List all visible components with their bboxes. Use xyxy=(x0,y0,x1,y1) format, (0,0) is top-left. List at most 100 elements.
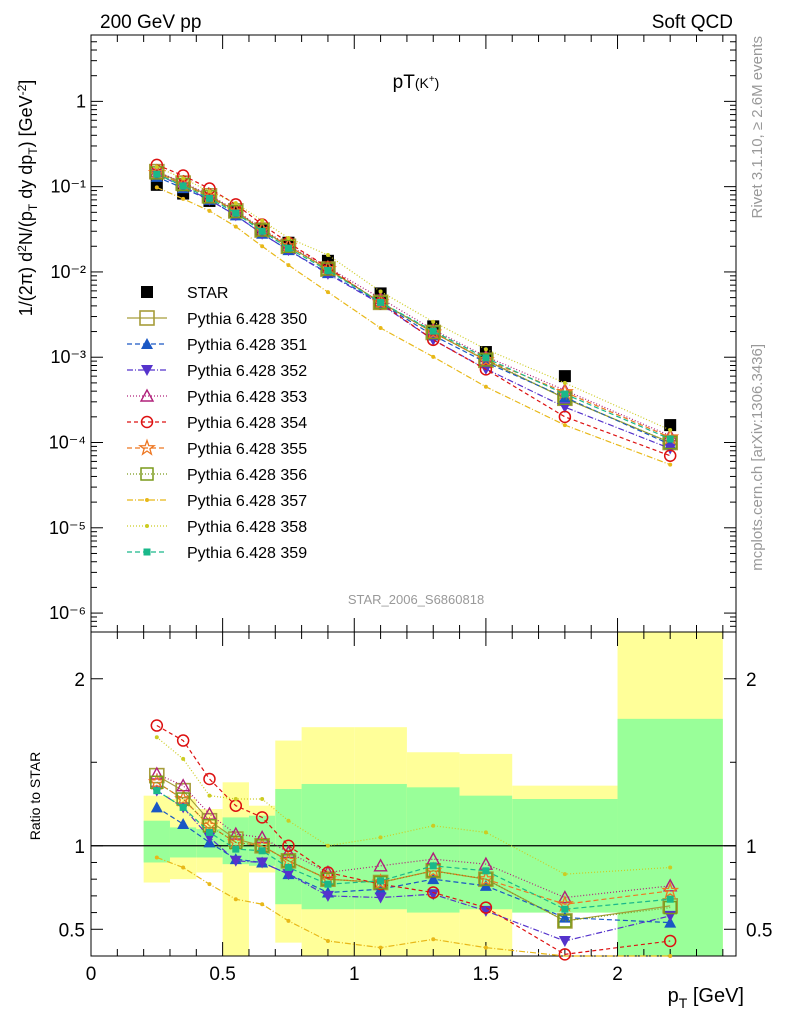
legend-label: Pythia 6.428 351 xyxy=(187,337,307,354)
marker xyxy=(324,266,332,274)
ratio-line xyxy=(156,790,671,942)
ratio-point xyxy=(233,797,238,802)
marker xyxy=(483,347,488,352)
side-label-mcplots: mcplots.cern.ch [arXiv:1306.3436] xyxy=(749,344,766,571)
axis-ticks: 10⁻⁶ 10⁻⁵ 10⁻⁴ 10⁻³ 10⁻² 10⁻¹ 1 0.5 0.5 1 1 2 2 0 0.5 1… xyxy=(49,34,772,985)
legend-marker xyxy=(139,388,155,402)
data-point xyxy=(207,189,212,194)
data-point xyxy=(260,218,265,223)
y-axis-label-ratio: Ratio to STAR xyxy=(27,752,43,840)
ratio-point xyxy=(483,830,488,835)
marker xyxy=(378,945,383,950)
marker xyxy=(145,524,149,528)
data-point xyxy=(154,164,159,169)
marker xyxy=(154,185,159,190)
ratio-point xyxy=(282,869,295,881)
data-point xyxy=(179,182,187,190)
marker xyxy=(260,218,265,223)
legend-marker xyxy=(141,365,153,376)
legend: STAR Pythia 6.428 350 Pythia 6.428 351 Pyth… xyxy=(127,285,307,562)
marker xyxy=(150,801,163,813)
data-point xyxy=(258,227,266,235)
marker xyxy=(668,865,673,870)
marker xyxy=(373,875,388,890)
ratio-point xyxy=(561,905,569,913)
y-tick-label-main: 10⁻⁴ xyxy=(49,433,86,453)
legend-entry: Pythia 6.428 350 xyxy=(127,310,307,328)
ratio-point xyxy=(177,818,190,830)
marker xyxy=(282,869,295,881)
data-series xyxy=(147,158,680,961)
ratio-point xyxy=(260,902,265,907)
marker xyxy=(255,223,269,237)
ratio-point xyxy=(179,803,187,811)
ratio-point xyxy=(203,772,216,786)
data-point xyxy=(281,239,296,254)
ratio-point xyxy=(482,867,490,875)
ratio-line xyxy=(156,856,671,957)
ratio-point xyxy=(286,818,291,823)
ratio-line xyxy=(156,806,671,924)
y-tick-label-main: 10⁻⁵ xyxy=(49,518,86,538)
data-point xyxy=(286,235,291,240)
marker xyxy=(207,793,212,798)
legend-marker xyxy=(141,286,153,298)
ratio-point xyxy=(181,756,186,761)
marker xyxy=(175,782,191,799)
axes-frame xyxy=(90,34,737,957)
marker xyxy=(325,290,330,295)
y-tick-label-ratio-right: 1 xyxy=(746,837,757,858)
ratio-panel-frame xyxy=(90,631,737,957)
data-point xyxy=(378,326,383,331)
data-point xyxy=(373,295,388,310)
marker xyxy=(321,890,334,902)
x-tick-label: 1 xyxy=(349,964,360,985)
x-tick-label: 0 xyxy=(86,964,97,985)
legend-label: Pythia 6.428 356 xyxy=(187,467,307,484)
series-line xyxy=(156,173,671,450)
legend-label: Pythia 6.428 353 xyxy=(187,389,307,406)
ratio-point xyxy=(378,835,383,840)
marker xyxy=(141,338,153,349)
series-line xyxy=(156,172,671,444)
y-tick-label-ratio-right: 0.5 xyxy=(746,920,772,941)
marker xyxy=(378,289,383,294)
marker xyxy=(140,415,154,429)
marker xyxy=(558,370,571,383)
legend-label: STAR xyxy=(187,285,228,302)
data-point xyxy=(176,169,190,182)
ratio-point xyxy=(666,895,674,903)
ratio-point xyxy=(181,865,186,870)
marker xyxy=(233,797,238,802)
marker xyxy=(378,835,383,840)
legend-label: Pythia 6.428 355 xyxy=(187,441,307,458)
series-line xyxy=(156,186,671,466)
ratio-point xyxy=(558,935,571,947)
marker xyxy=(377,298,385,306)
ratio-point xyxy=(150,719,164,732)
marker xyxy=(666,435,674,443)
data-point xyxy=(233,201,238,206)
header-left: 200 GeV pp xyxy=(100,12,201,33)
marker xyxy=(154,855,159,860)
data-point xyxy=(561,390,569,398)
marker xyxy=(207,882,212,887)
marker xyxy=(479,901,493,914)
marker xyxy=(260,797,265,802)
marker xyxy=(482,354,490,362)
ratio-point xyxy=(431,937,436,942)
marker xyxy=(149,766,164,780)
main-panel-frame xyxy=(90,34,737,633)
legend-entry: STAR xyxy=(141,285,228,302)
data-point xyxy=(664,419,677,432)
ratio-point xyxy=(562,872,567,877)
marker xyxy=(325,252,330,257)
y-axis-label-main: 1/(2π) d2N/(pT dy dpT) [GeV-2] xyxy=(15,80,40,317)
ratio-point xyxy=(663,934,677,948)
ratio-line xyxy=(156,790,671,910)
marker xyxy=(562,380,567,385)
marker xyxy=(321,262,335,276)
marker xyxy=(284,244,292,252)
legend-marker xyxy=(145,524,149,528)
ratio-point xyxy=(154,855,159,860)
